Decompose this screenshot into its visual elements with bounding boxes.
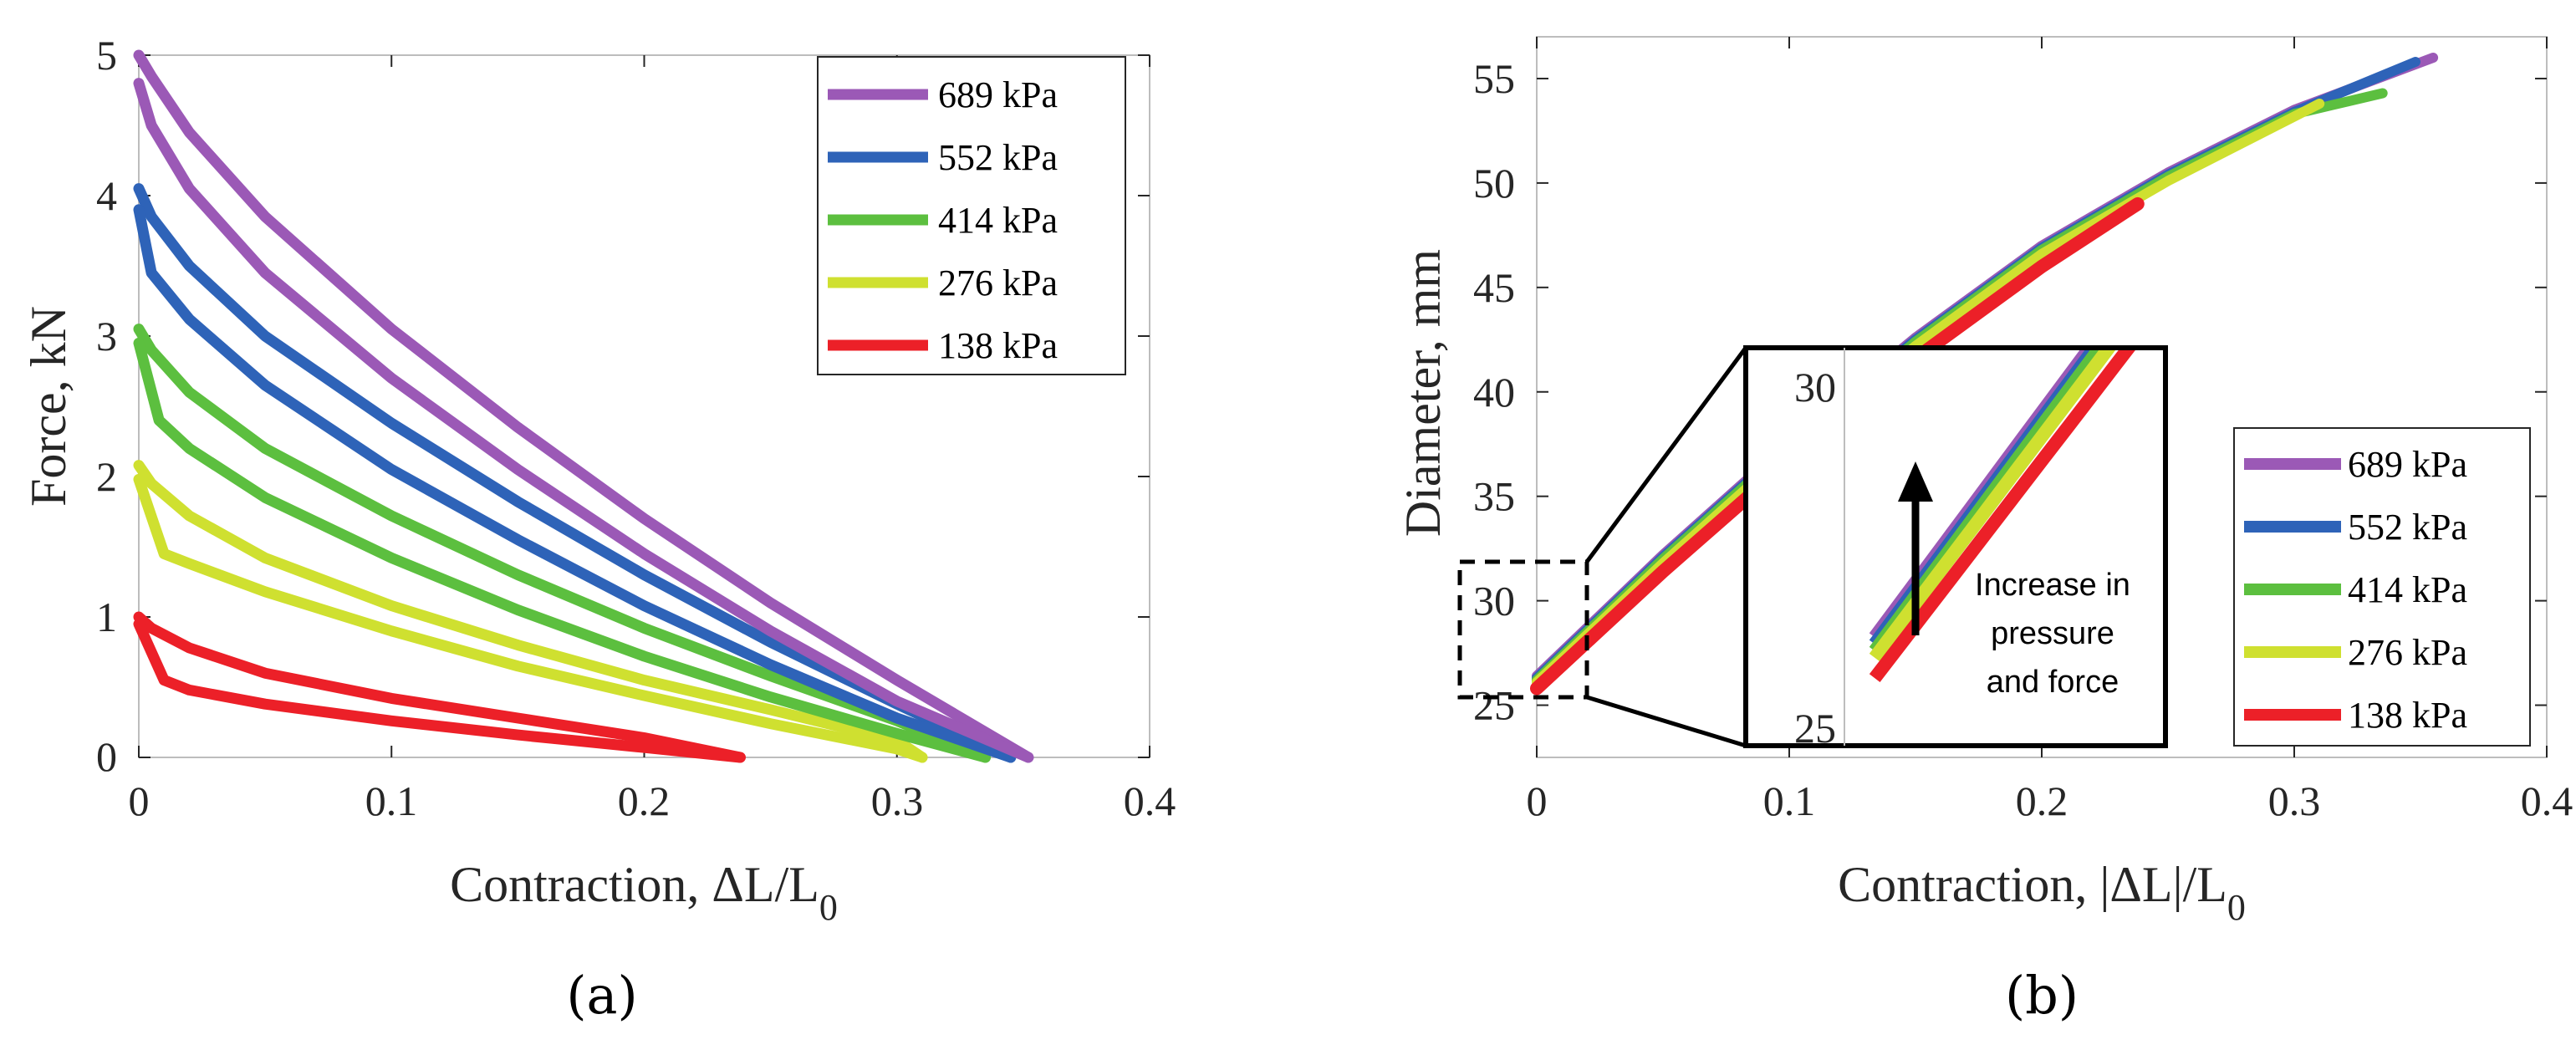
panel-a-force-chart: 0 0.1 0.2 0.3 0.4 0 1 2 3 4 5 Contractio… — [21, 32, 1176, 928]
legend-b-label-138-kpa: 138 kPa — [2348, 695, 2467, 736]
b-x-tick-1: 0.1 — [1763, 777, 1816, 824]
a-y-tick-4: 4 — [96, 172, 117, 219]
annotation-line-3: and force — [1987, 665, 2119, 700]
inset-y-tick-25: 25 — [1794, 705, 1836, 752]
legend-a-label-138-kpa: 138 kPa — [938, 325, 1058, 366]
zoom-region-box — [1457, 559, 1589, 700]
caption-a: (a) — [566, 965, 637, 1026]
a-x-axis-label: Contraction, ΔL/L0 — [450, 857, 838, 928]
a-y-tick-2: 2 — [96, 453, 117, 500]
annotation-line-1: Increase in — [1975, 568, 2130, 603]
b-y-axis-label: Diameter, mm — [1395, 249, 1451, 537]
a-y-tick-1: 1 — [96, 594, 117, 640]
zoom-connector-bottom — [1586, 695, 1747, 748]
a-series-138-kpa-lower — [133, 618, 746, 763]
b-x-tick-4: 0.4 — [2521, 777, 2573, 824]
a-series-276-kpa-upper — [133, 460, 928, 763]
legend-b: 689 kPa 552 kPa 414 kPa 276 kPa 138 kPa — [2233, 427, 2531, 747]
legend-b-label-276-kpa: 276 kPa — [2348, 632, 2467, 673]
plot-b-ticks — [1536, 37, 2548, 757]
b-y-tick-35: 35 — [1473, 473, 1515, 520]
annotation-line-2: pressure — [1991, 616, 2114, 651]
a-x-tick-4: 0.4 — [1124, 777, 1176, 824]
a-x-tick-0: 0 — [129, 777, 150, 824]
a-y-tick-5: 5 — [96, 32, 117, 79]
a-series-276-kpa-lower — [133, 473, 928, 763]
b-x-tick-3: 0.3 — [2268, 777, 2321, 824]
a-series-414-kpa-upper — [133, 324, 991, 763]
b-y-tick-50: 50 — [1473, 160, 1515, 206]
a-x-tick-2: 0.2 — [618, 777, 671, 824]
a-series-138-kpa-upper — [133, 611, 746, 763]
b-x-tick-2: 0.2 — [2016, 777, 2068, 824]
legend-a-label-689-kpa: 689 kPa — [938, 74, 1058, 115]
legend-a: 689 kPa 552 kPa 414 kPa 276 kPa 138 kPa — [817, 56, 1126, 375]
b-y-tick-45: 45 — [1473, 264, 1515, 311]
legend-a-label-276-kpa: 276 kPa — [938, 262, 1058, 303]
b-y-tick-55: 55 — [1473, 55, 1515, 102]
a-y-tick-3: 3 — [96, 313, 117, 359]
b-y-tick-40: 40 — [1473, 369, 1515, 415]
plot-a-series — [133, 49, 1034, 763]
pressure-arrow-head — [1898, 461, 1933, 502]
legend-b-label-414-kpa: 414 kPa — [2348, 569, 2467, 610]
inset-y-tick-30: 30 — [1794, 364, 1836, 410]
legend-b-label-552-kpa: 552 kPa — [2348, 507, 2467, 548]
b-x-axis-label: Contraction, |ΔL|/L0 — [1838, 857, 2246, 928]
a-x-tick-1: 0.1 — [365, 777, 418, 824]
legend-b-label-689-kpa: 689 kPa — [2348, 444, 2467, 485]
a-series-689-kpa-upper — [133, 49, 1034, 763]
a-y-tick-0: 0 — [96, 733, 117, 780]
panel-b-diameter-chart: 0 0.1 0.2 0.3 0.4 25 30 35 40 45 50 55 Contrac… — [1395, 36, 2573, 928]
legend-a-label-552-kpa: 552 kPa — [938, 137, 1058, 178]
legend-a-label-414-kpa: 414 kPa — [938, 200, 1058, 241]
b-y-tick-25: 25 — [1473, 682, 1515, 729]
a-series-414-kpa-lower — [133, 337, 991, 763]
caption-b: (b) — [2005, 965, 2079, 1026]
a-series-689-kpa-lower — [133, 78, 1034, 763]
b-y-tick-30: 30 — [1473, 578, 1515, 624]
a-x-tick-3: 0.3 — [871, 777, 924, 824]
b-x-tick-0: 0 — [1527, 777, 1548, 824]
a-series-552-kpa-upper — [133, 183, 1017, 763]
zoom-inset: 30 25 Increase in pressure and force — [1743, 345, 2168, 752]
a-y-axis-label: Force, kN — [21, 306, 76, 507]
zoom-connector-top — [1584, 346, 1748, 563]
a-series-552-kpa-lower — [133, 204, 1017, 763]
